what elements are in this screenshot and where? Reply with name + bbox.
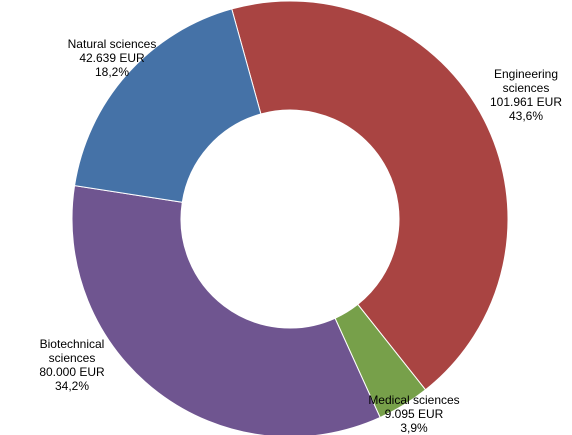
label-biotechnical-value: 80.000 EUR	[39, 365, 105, 379]
label-biotechnical-name-1: Biotechnical	[39, 337, 105, 351]
label-natural-sciences: Natural sciences 42.639 EUR 18,2%	[60, 37, 164, 79]
label-engineering-name-2: sciences	[502, 81, 550, 95]
label-biotechnical-sciences: Biotechnical sciences 80.000 EUR 34,2%	[26, 337, 118, 393]
label-engineering-sciences: Engineering sciences 101.961 EUR 43,6%	[480, 67, 572, 123]
label-medical-sciences: Medical sciences 9.095 EUR 3,9%	[366, 393, 462, 435]
label-natural-percent: 18,2%	[94, 65, 130, 79]
label-biotechnical-percent: 34,2%	[54, 379, 90, 393]
label-engineering-percent: 43,6%	[508, 109, 544, 123]
label-natural-value: 42.639 EUR	[79, 51, 145, 65]
slice-natural-sciences	[74, 8, 262, 203]
slice-engineering-sciences	[231, 0, 509, 391]
label-natural-name: Natural sciences	[67, 37, 157, 51]
label-medical-value: 9.095 EUR	[384, 407, 444, 421]
label-medical-name: Medical sciences	[368, 393, 460, 407]
label-medical-percent: 3,9%	[400, 421, 428, 435]
label-engineering-value: 101.961 EUR	[489, 95, 563, 109]
label-engineering-name-1: Engineering	[493, 67, 559, 81]
slice-biotechnical-sciences	[71, 185, 381, 435]
label-biotechnical-name-2: sciences	[48, 351, 96, 365]
